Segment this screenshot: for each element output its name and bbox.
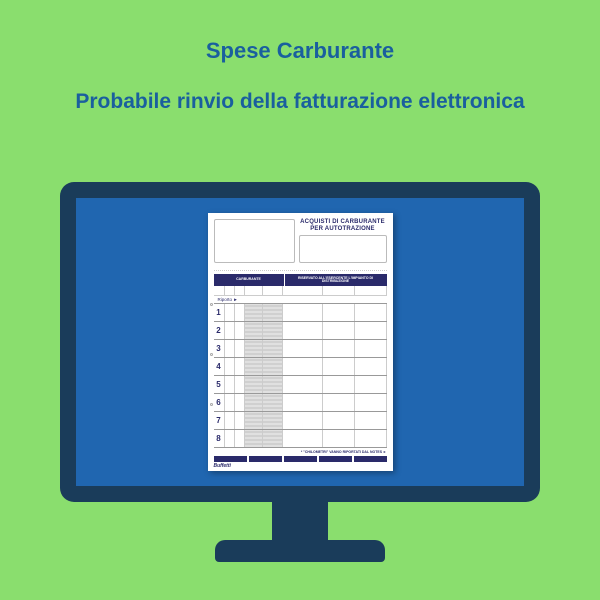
row-number: 4 [214,358,225,375]
doc-heading-line2: PER AUTOTRAZIONE [299,226,387,233]
footer-note: * "CHILOMETRI" VANNO RIPORTATI DAL NOTES… [214,450,387,454]
row-number: 7 [214,412,225,429]
page-subtitle: Probabile rinvio della fatturazione elet… [0,64,600,114]
doc-header-right: ACQUISTI DI CARBURANTE PER AUTOTRAZIONE [299,219,387,263]
col-header-right: RISERVATO ALL'ESERCENTE L'IMPIANTO DI DI… [285,274,387,286]
doc-header-left-box [214,219,295,263]
doc-heading-line1: ACQUISTI DI CARBURANTE [299,219,387,226]
col-header-left: CARBURANTE [214,274,284,286]
punch-hole [210,403,213,406]
table-row: 8 [214,430,387,448]
table-row: 7 [214,412,387,430]
riporto-row: Riporto ► [214,296,387,304]
monitor-frame: ACQUISTI DI CARBURANTE PER AUTOTRAZIONE … [60,182,540,502]
doc-header-right-box [299,235,387,263]
brand-label: Buffetti [214,463,231,469]
page-title: Spese Carburante [0,0,600,64]
doc-subline [214,265,387,271]
punch-hole [210,303,213,306]
row-number: 3 [214,340,225,357]
row-number: 1 [214,304,225,321]
row-number: 2 [214,322,225,339]
table-row: 4 [214,358,387,376]
sub-headers [214,286,387,296]
monitor-illustration: ACQUISTI DI CARBURANTE PER AUTOTRAZIONE … [60,182,540,562]
doc-header: ACQUISTI DI CARBURANTE PER AUTOTRAZIONE [214,219,387,263]
table-row: 6 [214,394,387,412]
table-row: 2 [214,322,387,340]
monitor-screen: ACQUISTI DI CARBURANTE PER AUTOTRAZIONE … [76,198,524,486]
monitor-neck [272,502,328,540]
table-row: 5 [214,376,387,394]
punch-hole [210,353,213,356]
fuel-card-document: ACQUISTI DI CARBURANTE PER AUTOTRAZIONE … [208,213,393,471]
monitor-base [215,540,385,562]
column-headers: CARBURANTE RISERVATO ALL'ESERCENTE L'IMP… [214,274,387,286]
row-number: 8 [214,430,225,447]
table-row: 3 [214,340,387,358]
row-number: 6 [214,394,225,411]
table-row: 1 [214,304,387,322]
doc-footer: * "CHILOMETRI" VANNO RIPORTATI DAL NOTES… [214,450,387,468]
footer-bars [214,456,387,462]
row-number: 5 [214,376,225,393]
data-rows: 12345678 [214,304,387,448]
